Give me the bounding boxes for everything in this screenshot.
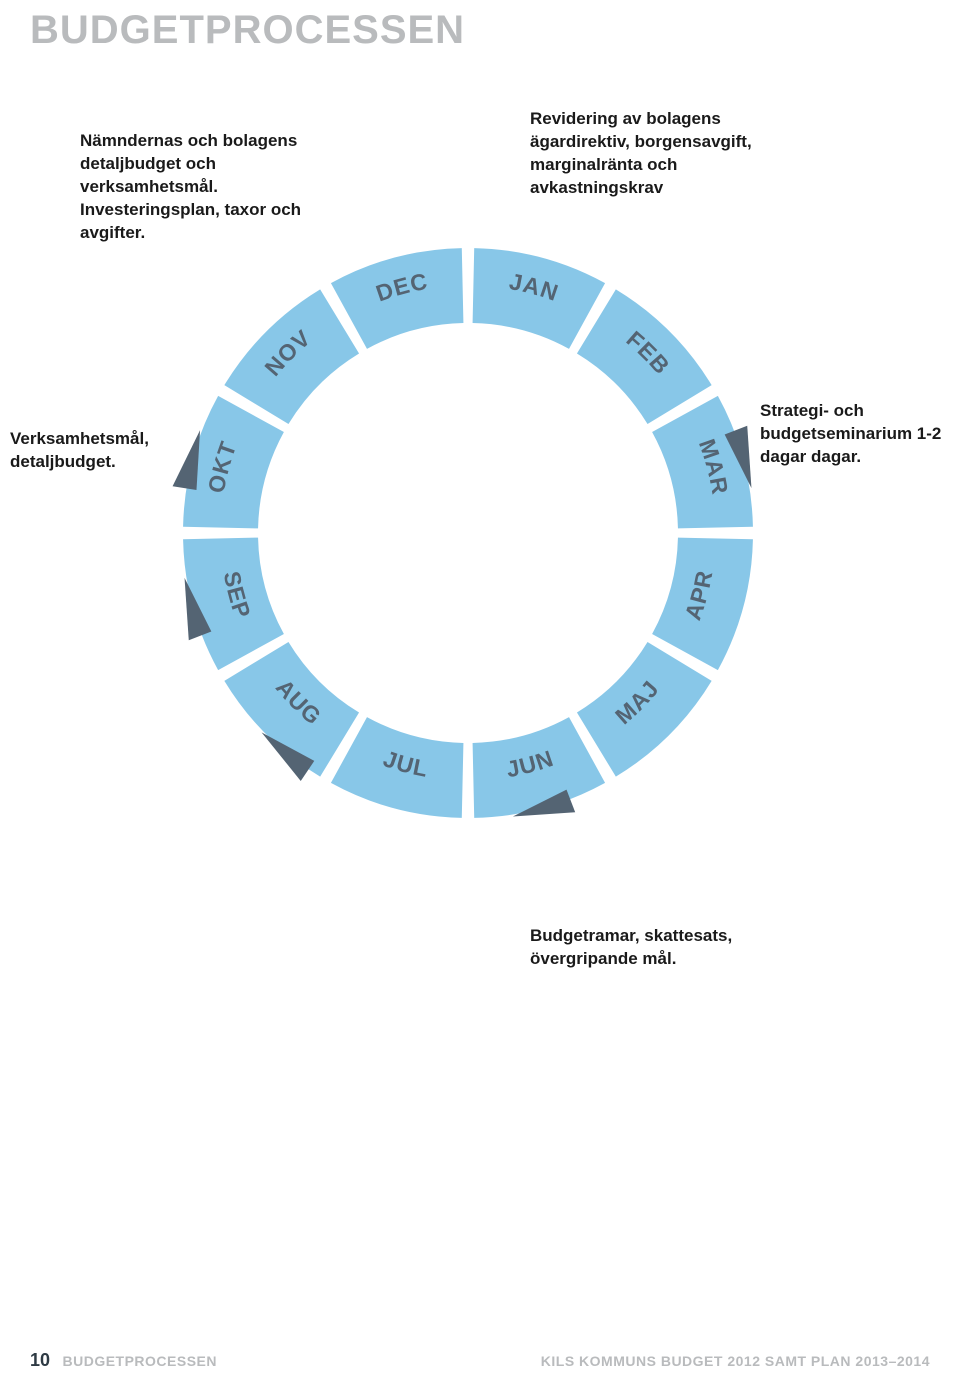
annotation-mar: Strategi- och budgetseminarium 1-2 dagar… (760, 400, 950, 469)
annotation-okt: Verksamhetsmål, detaljbudget. (10, 428, 185, 474)
footer: 10 BUDGETPROCESSEN KILS KOMMUNS BUDGET 2… (0, 1350, 960, 1371)
page-number: 10 (30, 1350, 50, 1370)
footer-left: 10 BUDGETPROCESSEN (30, 1350, 217, 1371)
annotation-jan: Revidering av bolagens ägardirektiv, bor… (530, 108, 790, 200)
footer-right-label: KILS KOMMUNS BUDGET 2012 SAMT PLAN 2013–… (541, 1353, 930, 1369)
month-wheel: JANFEBMARAPRMAJJUNJULAUGSEPOKTNOVDEC (183, 248, 753, 818)
annotation-dec: Nämndernas och bolagens detaljbudget och… (80, 130, 310, 245)
page-title: BUDGETPROCESSEN (30, 8, 465, 53)
footer-section-label: BUDGETPROCESSEN (62, 1353, 217, 1369)
annotation-jun: Budgetramar, skattesats, övergripande må… (530, 925, 790, 971)
